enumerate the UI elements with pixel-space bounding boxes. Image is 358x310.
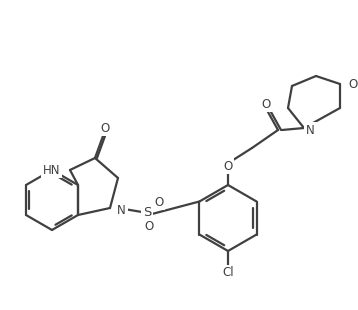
Text: HN: HN [43, 163, 60, 176]
Text: N: N [306, 123, 315, 136]
Text: S: S [143, 206, 151, 219]
Text: O: O [261, 98, 271, 110]
Text: O: O [144, 219, 154, 232]
Text: O: O [154, 196, 164, 209]
Text: Cl: Cl [222, 267, 234, 280]
Text: N: N [117, 203, 126, 216]
Text: O: O [348, 78, 357, 91]
Text: O: O [223, 160, 233, 172]
Text: O: O [100, 122, 110, 135]
